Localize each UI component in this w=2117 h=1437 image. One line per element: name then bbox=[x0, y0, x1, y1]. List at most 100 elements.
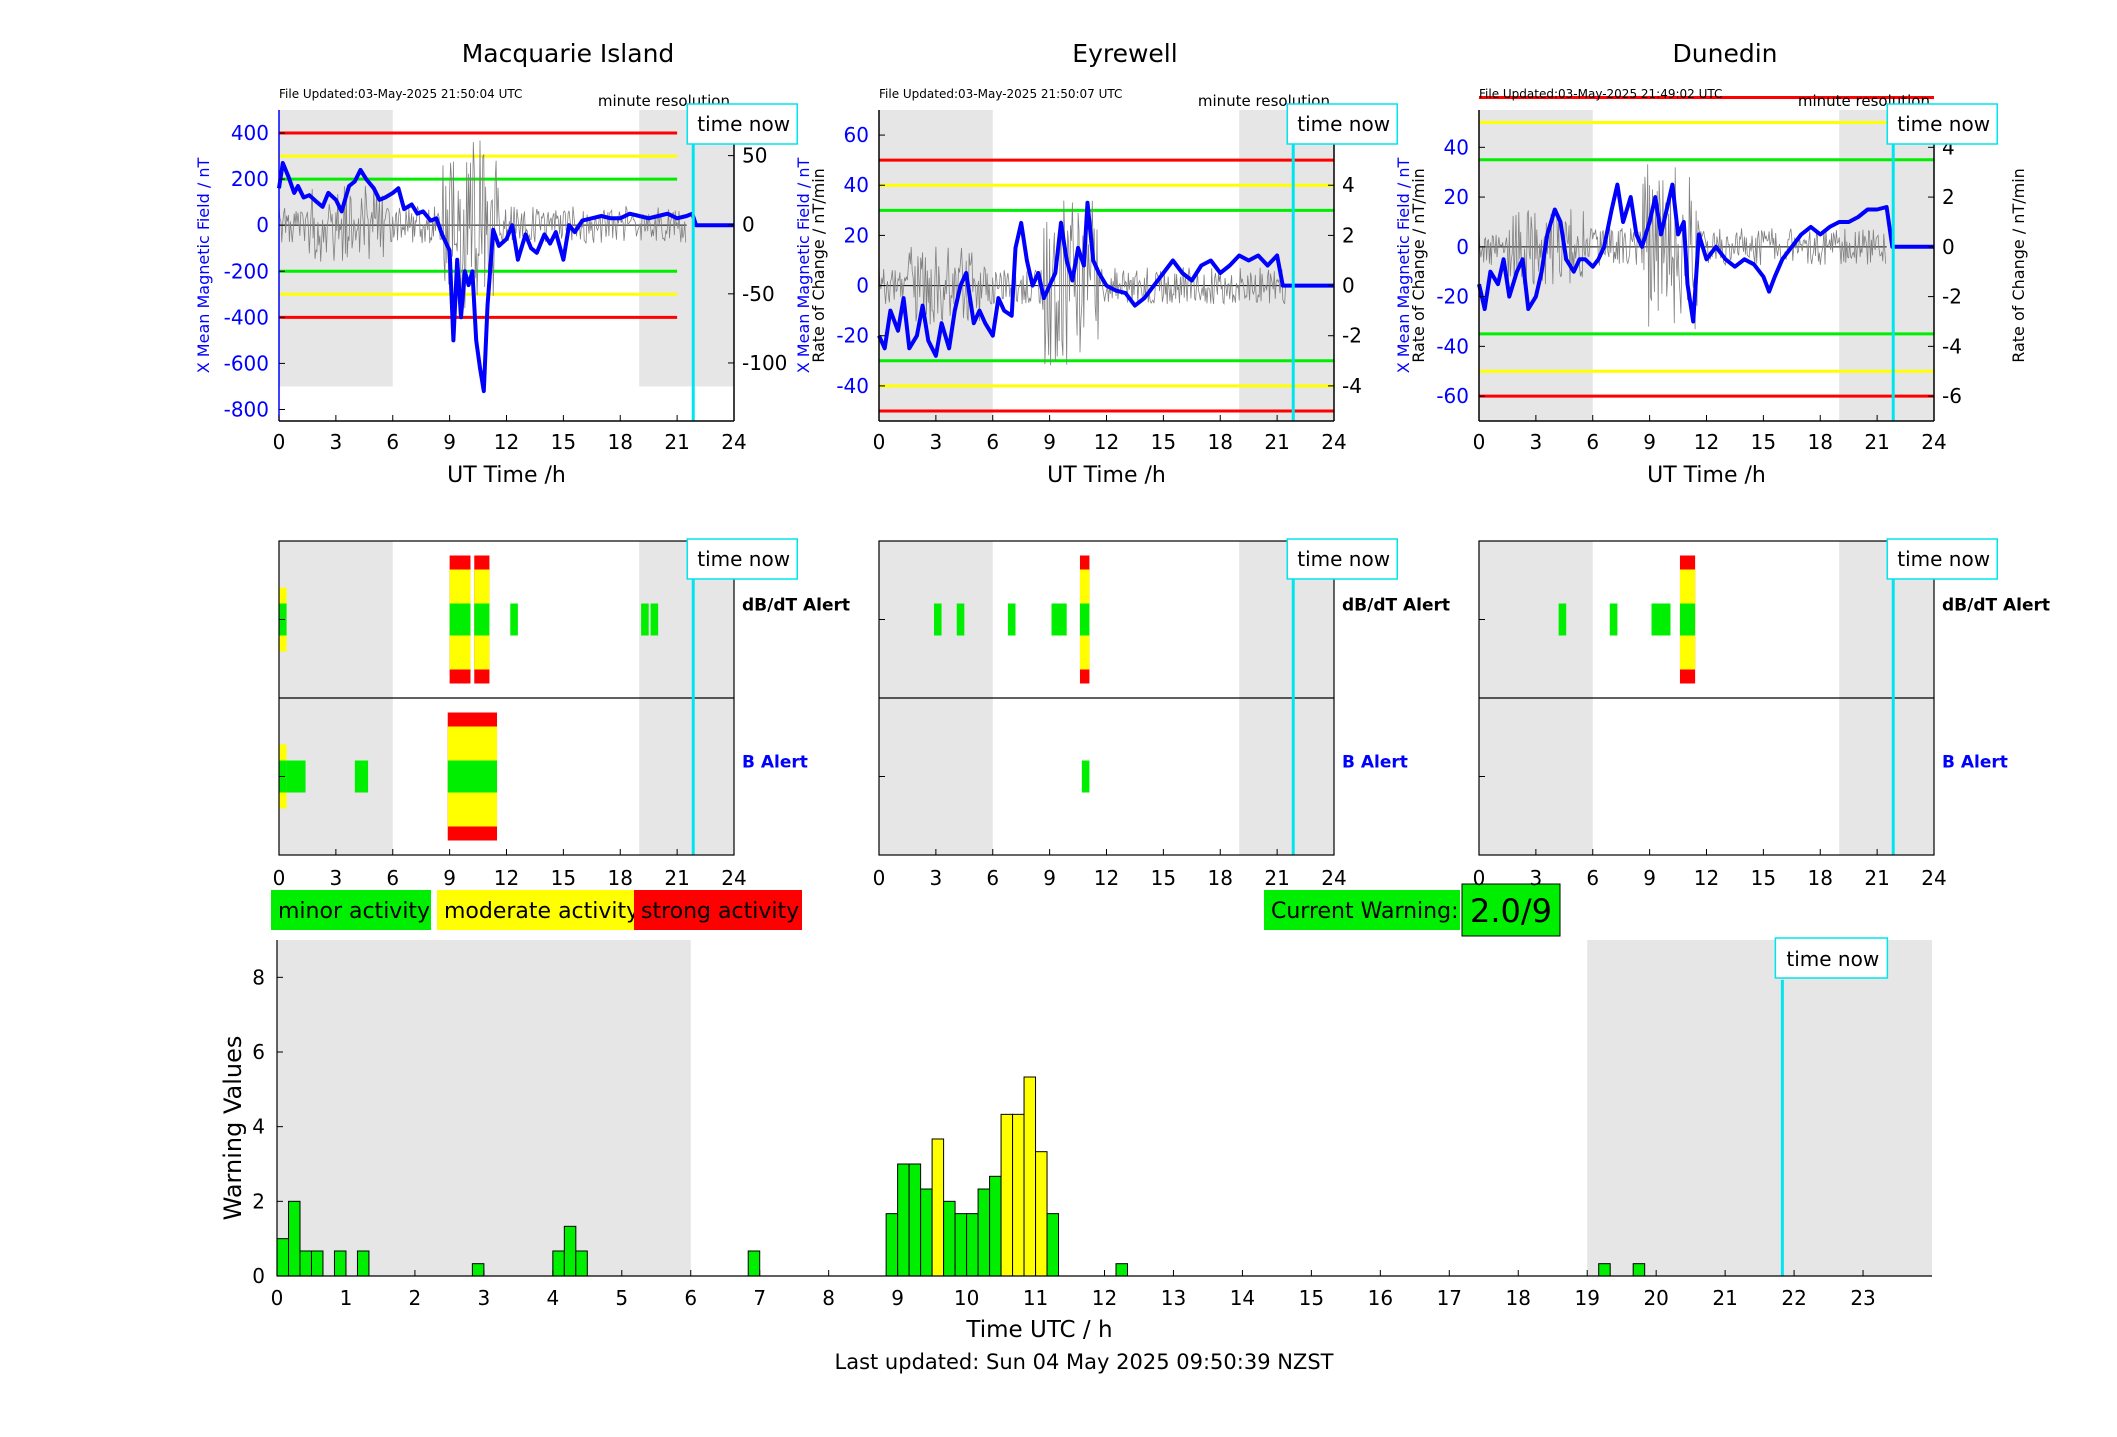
y-tick-label: 400 bbox=[231, 121, 269, 145]
x-tick-label: 12 bbox=[494, 866, 519, 890]
warning-bar bbox=[287, 1200, 301, 1277]
warning-bar bbox=[1035, 1151, 1048, 1277]
y2-tick-label: -6 bbox=[1942, 384, 1962, 408]
warning-bar bbox=[1046, 1213, 1060, 1277]
file-updated: File Updated:03-May-2025 21:50:07 UTC bbox=[879, 87, 1122, 101]
warning-bar bbox=[563, 1225, 577, 1277]
x-tick-label: 12 bbox=[1694, 430, 1719, 454]
x-tick-label: 6 bbox=[1586, 430, 1599, 454]
y-tick-label: -20 bbox=[1436, 285, 1469, 309]
night-shade bbox=[1839, 110, 1934, 421]
y-tick-label: 0 bbox=[1456, 235, 1469, 259]
b-alert-label: B Alert bbox=[1942, 753, 2008, 773]
rate-of-change-trace bbox=[878, 200, 1287, 366]
y-axis-label-left: X Mean Magnetic Field / nT bbox=[794, 158, 813, 374]
y2-tick-label: 0 bbox=[1342, 274, 1355, 298]
y-tick-label: 0 bbox=[856, 274, 869, 298]
time-now-label: time now bbox=[1786, 947, 1879, 971]
db-alert-minor-bar bbox=[1558, 603, 1567, 636]
x-tick-label: 12 bbox=[1092, 1286, 1117, 1310]
x-tick-label: 15 bbox=[1751, 866, 1776, 890]
db-alert-minor-bar bbox=[956, 603, 965, 636]
x-tick-label: 18 bbox=[1208, 430, 1233, 454]
time-now-label: time now bbox=[697, 112, 790, 136]
y2-tick-label: 50 bbox=[742, 144, 767, 168]
time-now-box bbox=[1886, 538, 1998, 580]
warning-bar bbox=[299, 1250, 312, 1277]
x-tick-label: 3 bbox=[1530, 430, 1543, 454]
x-tick-label: 18 bbox=[1808, 866, 1833, 890]
time-now-box bbox=[1886, 103, 1998, 145]
y-tick-label: 20 bbox=[844, 223, 869, 247]
x-tick-label: 3 bbox=[330, 866, 343, 890]
x-tick-label: 12 bbox=[494, 430, 519, 454]
warning-bar bbox=[552, 1250, 565, 1277]
warning-bar bbox=[356, 1250, 370, 1277]
db-alert-minor-bar bbox=[641, 603, 649, 636]
x-tick-label: 20 bbox=[1643, 1286, 1668, 1310]
current-warning-value-box bbox=[1461, 883, 1561, 937]
x-tick-label: 0 bbox=[873, 430, 886, 454]
current-warning-label-box bbox=[1264, 890, 1460, 930]
warning-bar bbox=[920, 1188, 933, 1277]
x-tick-label: 23 bbox=[1850, 1286, 1875, 1310]
db-alert-minor-bar bbox=[510, 603, 518, 636]
db-alert-minor-bar bbox=[449, 603, 471, 636]
warning-bar bbox=[575, 1250, 588, 1277]
x-tick-label: 2 bbox=[409, 1286, 422, 1310]
warning-bar bbox=[333, 1250, 347, 1277]
y-tick-label: 2 bbox=[252, 1189, 265, 1213]
x-tick-label: 18 bbox=[608, 866, 633, 890]
y-axis-label: Warning Values bbox=[219, 1036, 247, 1221]
y-tick-label: 0 bbox=[252, 1264, 265, 1288]
night-shade bbox=[1587, 940, 1932, 1276]
db-alert-minor-bar bbox=[1079, 603, 1090, 636]
x-tick-label: 18 bbox=[1506, 1286, 1531, 1310]
x-tick-label: 18 bbox=[1808, 430, 1833, 454]
time-now-box bbox=[1286, 103, 1398, 145]
y-axis-label-left: X Mean Magnetic Field / nT bbox=[194, 158, 213, 374]
x-tick-label: 0 bbox=[273, 866, 286, 890]
warning-bar bbox=[977, 1188, 991, 1277]
x-tick-label: 24 bbox=[721, 430, 746, 454]
x-tick-label: 15 bbox=[1151, 430, 1176, 454]
night-shade bbox=[1239, 110, 1334, 421]
warning-bar bbox=[931, 1138, 945, 1277]
x-tick-label: 21 bbox=[1264, 430, 1289, 454]
x-tick-label: 7 bbox=[753, 1286, 766, 1310]
file-updated: File Updated:03-May-2025 21:50:04 UTC bbox=[279, 87, 522, 101]
y-tick-label: 40 bbox=[844, 173, 869, 197]
x-axis-label: UT Time /h bbox=[1647, 463, 1766, 488]
warning-bar bbox=[966, 1213, 979, 1277]
warning-bar bbox=[954, 1213, 968, 1277]
db-alert-minor-bar bbox=[650, 603, 659, 636]
time-now-label: time now bbox=[1297, 112, 1390, 136]
night-shade bbox=[639, 110, 734, 387]
x-tick-label: 24 bbox=[1321, 866, 1346, 890]
x-tick-label: 14 bbox=[1230, 1286, 1255, 1310]
x-tick-label: 9 bbox=[891, 1286, 904, 1310]
x-tick-label: 19 bbox=[1574, 1286, 1599, 1310]
y-tick-label: -800 bbox=[224, 397, 269, 421]
x-tick-label: 21 bbox=[1264, 866, 1289, 890]
b-alert-minor-bar bbox=[447, 760, 498, 793]
x-tick-label: 21 bbox=[664, 866, 689, 890]
db-alert-minor-bar bbox=[1609, 603, 1618, 636]
alert-panel: time now dB/dT Alert B Alert 0 3 6 9 12 15 18 21 24 bbox=[873, 538, 1450, 890]
x-tick-label: 0 bbox=[273, 430, 286, 454]
time-now-label: time now bbox=[1897, 112, 1990, 136]
x-tick-label: 21 bbox=[1864, 430, 1889, 454]
x-tick-label: 13 bbox=[1161, 1286, 1186, 1310]
x-tick-label: 3 bbox=[1530, 866, 1543, 890]
y-tick-label: -20 bbox=[836, 324, 869, 348]
y2-tick-label: -2 bbox=[1342, 324, 1362, 348]
b-alert-label: B Alert bbox=[742, 753, 808, 773]
y-tick-label: -400 bbox=[224, 305, 269, 329]
x-tick-label: 3 bbox=[330, 430, 343, 454]
x-tick-label: 0 bbox=[1473, 430, 1486, 454]
activity-legend: minor activity moderate activity strong … bbox=[271, 890, 802, 930]
db-alert-minor-bar bbox=[1679, 603, 1696, 636]
time-now-label: time now bbox=[697, 547, 790, 571]
